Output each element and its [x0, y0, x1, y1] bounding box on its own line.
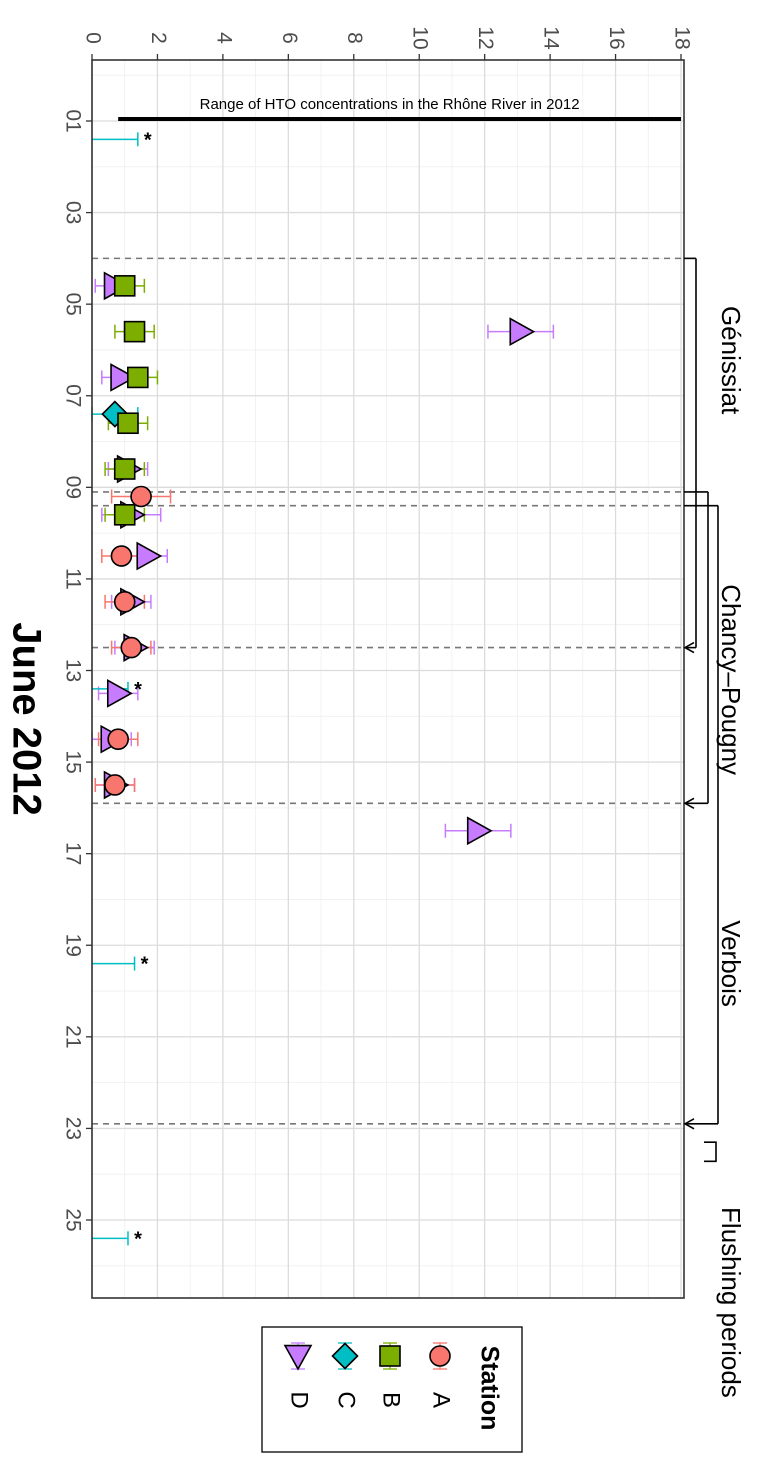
- date-tick-label: 19: [61, 934, 84, 957]
- point-marker-d: [283, 1344, 313, 1371]
- period-label: Flushing periods: [716, 1207, 746, 1398]
- period-arrows: Génissiat Chancy–Pougny Verbois Flushing pe…: [683, 257, 746, 1398]
- point-marker-b: [113, 504, 136, 526]
- point-marker-a: [429, 1345, 451, 1367]
- period-label: Verbois: [716, 920, 746, 1007]
- legend-label: C: [333, 1391, 360, 1408]
- reference-range: Range of HTO concentrations in the Rhône…: [118, 96, 681, 121]
- date-tick-label: 25: [61, 1208, 84, 1231]
- point-marker-d: [106, 679, 133, 708]
- legend-key: [283, 1344, 313, 1371]
- period-label: Génissiat: [716, 306, 746, 415]
- legend-title: Station: [475, 1346, 503, 1431]
- legend-label: A: [428, 1392, 455, 1408]
- legend-key: [379, 1345, 401, 1367]
- point-marker-b: [113, 458, 136, 480]
- value-tick-label: 6: [278, 32, 301, 44]
- grid: [91, 60, 684, 1298]
- x-axis-title-text: June 2012: [4, 622, 48, 815]
- value-tick-label: 12: [474, 26, 497, 49]
- x-axis-title: June 2012: [4, 622, 48, 815]
- point-marker-b: [123, 320, 146, 343]
- significance-asterisk: *: [141, 954, 149, 976]
- series-markers-b: [113, 275, 149, 526]
- series-b: [104, 278, 159, 522]
- date-tick-label: 11: [61, 568, 84, 590]
- date-tick-label: 13: [61, 659, 84, 682]
- series-markers-a: [104, 485, 152, 796]
- value-tick-label: 16: [605, 26, 628, 49]
- legend-key: [429, 1345, 451, 1367]
- value-tick-label: 14: [540, 26, 563, 50]
- legend-key: [331, 1342, 359, 1370]
- date-tick-label: 03: [61, 201, 84, 224]
- period-bracket: [704, 1141, 717, 1163]
- value-tick-label: 18: [670, 26, 693, 49]
- point-marker-b: [379, 1345, 401, 1367]
- significance-asterisk: *: [134, 1228, 142, 1250]
- series-markers-d: [100, 271, 536, 846]
- point-marker-b: [113, 275, 136, 297]
- date-tick-label: 21: [61, 1025, 84, 1048]
- significance-asterisk: *: [144, 129, 152, 151]
- date-tick-label: 17: [61, 842, 84, 865]
- legend-label: D: [286, 1391, 313, 1408]
- point-marker-a: [120, 636, 143, 659]
- axis-ticks: 0 2 4 6 8 10 12 14 16 18 01 03 05 07 09 11 13 15 17 19 21 23 2…: [61, 26, 693, 1231]
- data-series: * * * *: [91, 129, 555, 1250]
- point-marker-d: [136, 541, 163, 571]
- period-label: Chancy–Pougny: [716, 584, 746, 775]
- significance-asterisk: *: [134, 679, 142, 701]
- value-tick-label: 10: [409, 26, 432, 49]
- point-marker-a: [113, 591, 136, 613]
- date-tick-label: 09: [61, 476, 84, 499]
- point-marker-d: [509, 317, 536, 347]
- point-marker-a: [107, 728, 129, 750]
- legend-label: B: [378, 1392, 405, 1408]
- date-tick-label: 01: [61, 109, 84, 132]
- point-marker-a: [130, 485, 152, 508]
- point-marker-d: [110, 363, 137, 392]
- point-marker-b: [117, 412, 139, 435]
- period-boundaries: [92, 257, 684, 1125]
- point-marker-b: [127, 366, 149, 389]
- value-tick-label: 8: [343, 32, 366, 44]
- date-tick-label: 23: [61, 1117, 84, 1140]
- value-tick-label: 2: [147, 32, 170, 44]
- value-tick-label: 4: [212, 32, 235, 44]
- point-marker-a: [110, 545, 133, 567]
- value-tick-label: 0: [81, 32, 104, 44]
- range-label: Range of HTO concentrations in the Rhône…: [200, 96, 580, 113]
- plot-panel: [91, 59, 685, 1299]
- date-tick-label: 05: [61, 292, 84, 315]
- point-marker-d: [466, 816, 493, 846]
- point-marker-c: [331, 1342, 359, 1370]
- point-marker-a: [104, 774, 126, 796]
- date-tick-label: 15: [61, 750, 84, 773]
- date-tick-label: 07: [61, 384, 84, 407]
- legend: Station A B C D: [261, 1326, 523, 1453]
